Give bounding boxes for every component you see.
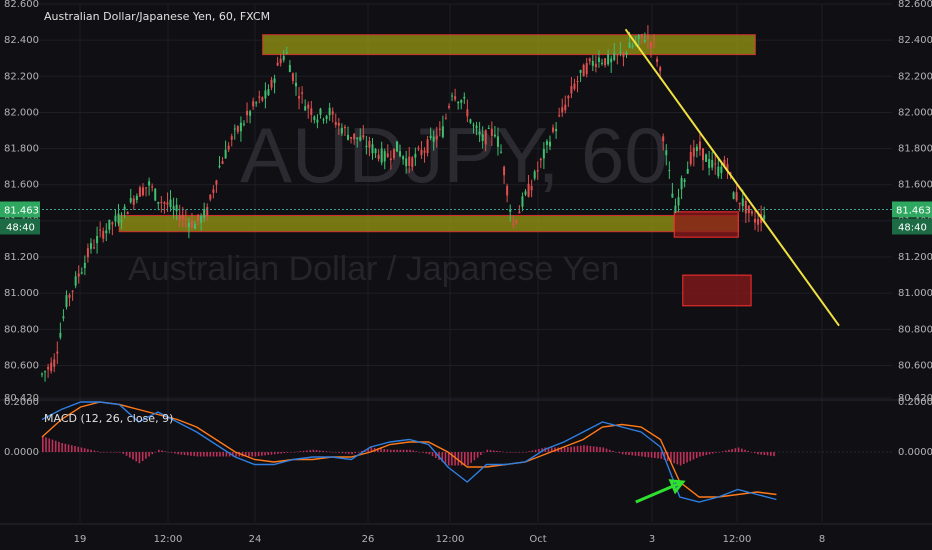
- y-tick-label-right: 82.200: [898, 71, 932, 82]
- target-zone-1: [673, 211, 739, 238]
- support-zone: [118, 214, 739, 233]
- x-tick-label: 24: [249, 534, 262, 545]
- y-tick-label-right: 82.600: [898, 0, 932, 10]
- macd-line: [41, 401, 777, 503]
- y-tick-label-left: 81.200: [4, 252, 39, 263]
- y-tick-label-left: 82.000: [4, 107, 39, 118]
- y-tick-label-right: 82.000: [898, 107, 932, 118]
- macd-tick-label-right: 0.0000: [898, 447, 932, 458]
- countdown-value: 48:40: [898, 222, 927, 233]
- y-tick-label-right: 80.600: [898, 360, 932, 371]
- y-tick-label-left: 81.000: [4, 288, 39, 299]
- y-tick-label-left: 82.600: [4, 0, 39, 10]
- y-tick-label-right: 82.400: [898, 35, 932, 46]
- y-tick-label-left: 80.600: [4, 360, 39, 371]
- last-price-value: 81.463: [4, 205, 39, 216]
- y-tick-label-left: 82.400: [4, 35, 39, 46]
- x-tick-label: 8: [819, 534, 825, 545]
- y-tick-label-right: 81.800: [898, 144, 932, 155]
- y-tick-label-right: 81.200: [898, 252, 932, 263]
- target-zone-2: [682, 274, 752, 307]
- macd-title: MACD (12, 26, close, 9): [44, 412, 173, 425]
- chart-title: Australian Dollar/Japanese Yen, 60, FXCM: [44, 10, 270, 23]
- x-tick-label: 12:00: [154, 534, 183, 545]
- y-tick-label-right: 80.800: [898, 324, 932, 335]
- last-price-tag-left: [0, 201, 40, 218]
- macd-tick-label-left: 0.2000: [4, 397, 39, 408]
- x-tick-label: Oct: [529, 534, 546, 545]
- x-tick-label: 12:00: [723, 534, 752, 545]
- watermark-symbol: AUDJPY, 60: [240, 111, 668, 199]
- y-tick-label-right: 80.420: [898, 393, 932, 404]
- x-tick-label: 26: [362, 534, 375, 545]
- last-price-value: 81.463: [896, 205, 931, 216]
- macd-arrow: [635, 480, 684, 504]
- y-tick-label-right: 81.600: [898, 180, 932, 191]
- last-price-tag-right-timer: [892, 218, 932, 235]
- y-tick-label-left: 81.800: [4, 144, 39, 155]
- watermark-name: Australian Dollar / Japanese Yen: [128, 250, 619, 288]
- macd-signal-line: [41, 401, 777, 498]
- last-price-tag-right: [892, 201, 932, 218]
- countdown-value: 48:40: [6, 222, 35, 233]
- y-tick-label-left: 81.600: [4, 180, 39, 191]
- resistance-zone: [262, 34, 756, 56]
- x-tick-label: 19: [74, 534, 87, 545]
- last-price-tag-left-timer: [0, 218, 40, 235]
- trendline: [624, 28, 840, 327]
- y-tick-label-left: 82.200: [4, 71, 39, 82]
- macd-pane: [0, 399, 932, 504]
- overlays: [38, 28, 892, 327]
- candles: [41, 25, 766, 382]
- y-tick-label-right: 81.000: [898, 288, 932, 299]
- x-tick-label: 12:00: [436, 534, 465, 545]
- macd-tick-label-left: 0.0000: [4, 447, 39, 458]
- macd-arrow-head: [668, 479, 686, 495]
- y-tick-label-left: 80.420: [4, 393, 39, 404]
- macd-tick-label-right: 0.2000: [898, 397, 932, 408]
- x-tick-label: 3: [649, 534, 655, 545]
- y-tick-label-left: 80.800: [4, 324, 39, 335]
